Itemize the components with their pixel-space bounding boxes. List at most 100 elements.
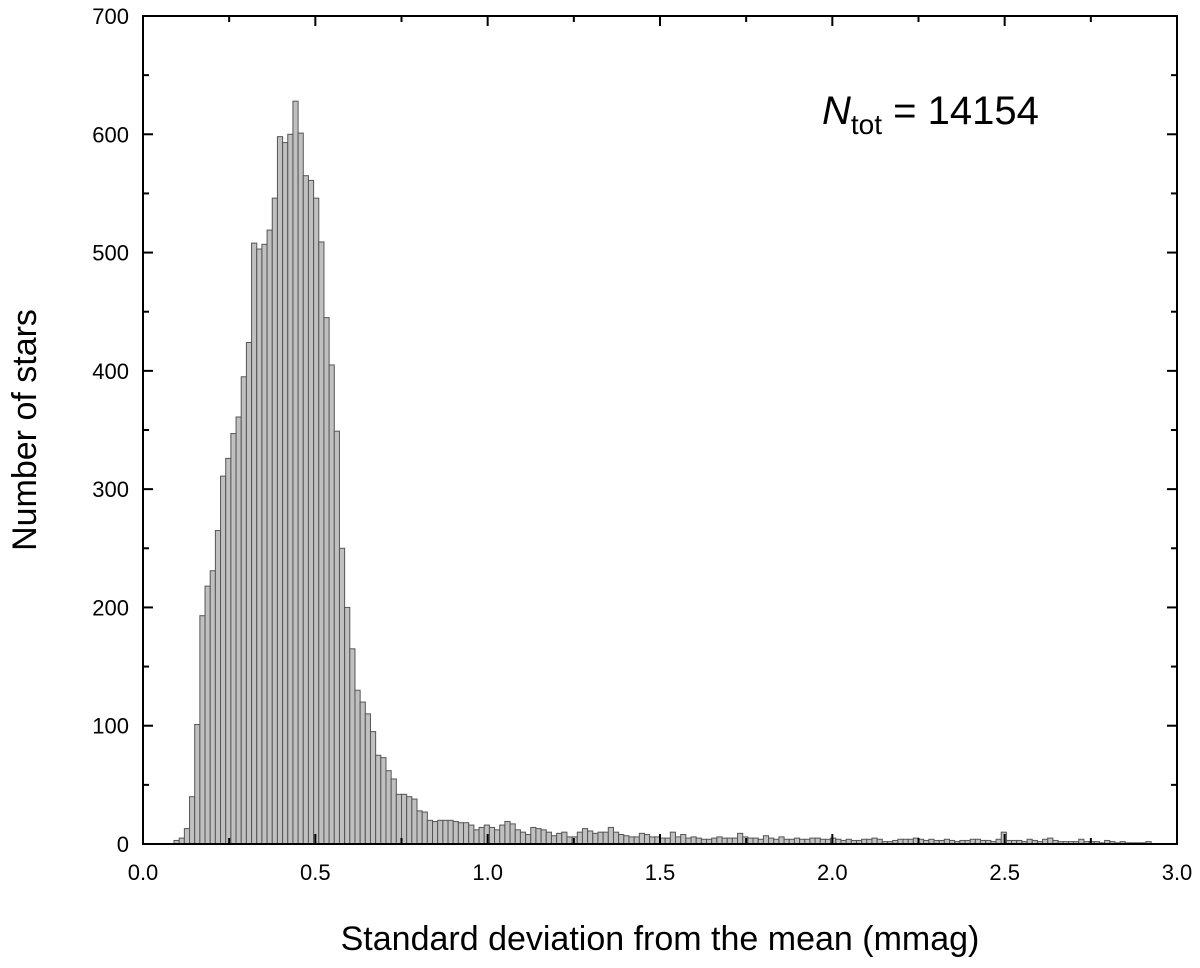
- histogram-bar: [214, 530, 222, 845]
- annotation-subscript: tot: [851, 109, 882, 140]
- histogram-bar: [369, 731, 377, 845]
- y-tick-label: 500: [92, 241, 129, 266]
- histogram-bar: [576, 831, 583, 845]
- histogram-bar: [333, 430, 340, 845]
- annotation-symbol: N: [822, 89, 851, 133]
- y-tick-label: 0: [117, 832, 129, 857]
- histogram-bar: [602, 831, 609, 845]
- histogram-bar: [587, 830, 594, 845]
- histogram-bar: [266, 229, 273, 845]
- histogram-bar: [545, 831, 552, 845]
- histogram-bar: [478, 826, 485, 845]
- histogram-bar: [183, 828, 191, 845]
- histogram-bar: [230, 433, 237, 845]
- histogram-bar: [468, 824, 475, 845]
- histogram-bar: [276, 136, 284, 845]
- histogram-bar: [581, 828, 589, 845]
- x-tick-label: 3.0: [1162, 860, 1193, 885]
- histogram-bar: [592, 832, 599, 845]
- y-tick-label: 600: [92, 122, 129, 147]
- histogram-bar: [432, 821, 439, 845]
- histogram-bar: [473, 829, 480, 845]
- histogram-bar: [509, 823, 516, 845]
- y-axis-ticks: 0 100 200 300 400 500 600 700: [92, 4, 1177, 857]
- histogram-bar: [437, 819, 444, 845]
- histogram-bar: [628, 836, 635, 845]
- histogram-bar: [364, 713, 371, 845]
- histogram-bar: [209, 570, 216, 845]
- histogram-bar: [375, 754, 382, 845]
- histogram-bar: [225, 457, 232, 845]
- histogram-bar: [380, 757, 387, 845]
- histogram-bar: [323, 317, 330, 845]
- histogram-bar: [675, 836, 682, 845]
- histogram-bar: [287, 133, 294, 845]
- histogram-bar: [494, 829, 501, 845]
- histogram-bar: [282, 142, 289, 845]
- histogram-bar: [649, 836, 656, 845]
- histogram-bar: [421, 811, 428, 845]
- histogram-bar: [189, 796, 196, 845]
- histogram-bar: [561, 831, 568, 845]
- histogram-bar: [762, 835, 770, 845]
- histogram-bars: [173, 100, 1152, 845]
- x-tick-label: 1.5: [645, 860, 676, 885]
- histogram-bar: [292, 100, 299, 845]
- y-tick-label: 200: [92, 595, 129, 620]
- histogram-bar: [447, 819, 454, 845]
- x-tick-label: 0.5: [300, 860, 331, 885]
- histogram-bar: [318, 241, 325, 845]
- x-axis-ticks: 0.0 0.5 1.0 1.5 2.0 2.5 3.0: [128, 16, 1193, 885]
- histogram-bar: [302, 175, 309, 845]
- y-tick-label: 700: [92, 4, 129, 29]
- histogram-bar: [716, 836, 723, 845]
- histogram-bar: [359, 701, 366, 845]
- histogram-bar: [261, 243, 268, 845]
- histogram-bar: [307, 179, 315, 845]
- histogram-bar: [556, 832, 563, 845]
- histogram-bar: [349, 648, 356, 845]
- histogram-bar: [416, 810, 423, 845]
- histogram-bar: [566, 836, 573, 845]
- histogram-bar: [442, 819, 449, 845]
- histogram-bar: [240, 376, 247, 845]
- histogram-bar: [457, 822, 465, 845]
- histogram-bar: [235, 416, 242, 845]
- histogram-bar: [401, 793, 408, 845]
- histogram-bar: [313, 197, 320, 845]
- annotation-value: = 14154: [882, 89, 1039, 133]
- histogram-bar: [690, 836, 697, 845]
- histogram-bar: [338, 547, 346, 845]
- histogram-bar: [633, 836, 640, 845]
- histogram-bar: [525, 834, 532, 845]
- x-tick-label: 2.0: [817, 860, 848, 885]
- histogram-bar: [514, 829, 521, 845]
- histogram-bar: [504, 821, 511, 845]
- histogram-bar: [245, 341, 253, 845]
- histogram-bar: [519, 831, 527, 845]
- histogram-bar: [194, 724, 201, 845]
- histogram-bar: [499, 824, 506, 845]
- histogram-bar: [623, 835, 630, 845]
- histogram-bar: [535, 828, 542, 845]
- histogram-bar: [220, 475, 227, 845]
- x-tick-label: 1.0: [472, 860, 503, 885]
- histogram-bar: [488, 826, 496, 845]
- histogram-bar: [550, 835, 558, 845]
- histogram-bar: [390, 778, 397, 845]
- histogram-bar: [530, 826, 537, 845]
- histogram-bar: [204, 585, 211, 845]
- histogram-bar: [411, 798, 418, 845]
- y-tick-label: 300: [92, 477, 129, 502]
- histogram-bar: [680, 834, 687, 845]
- histogram-bar: [618, 834, 625, 845]
- histogram-bar: [395, 793, 402, 845]
- histogram-bar: [669, 831, 677, 845]
- histogram-bar: [354, 689, 361, 845]
- histogram-bar: [385, 770, 392, 845]
- histogram-bar: [271, 197, 278, 845]
- histogram-bar: [612, 831, 620, 845]
- y-axis-title: Number of stars: [6, 309, 44, 551]
- histogram-bar: [344, 606, 351, 845]
